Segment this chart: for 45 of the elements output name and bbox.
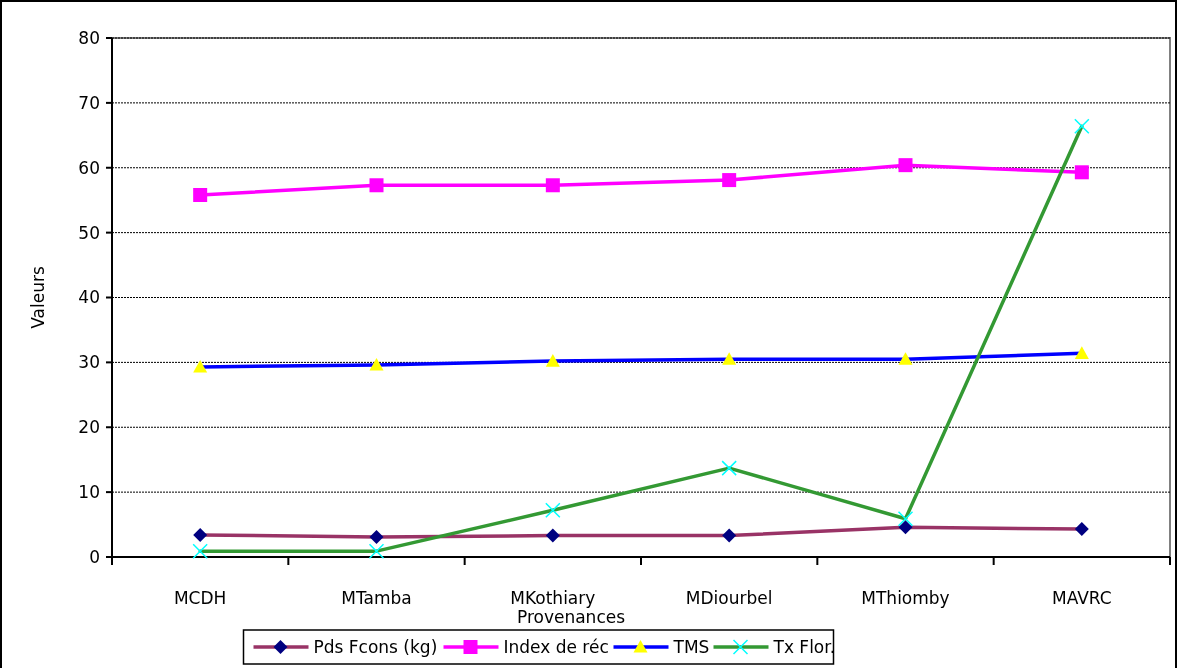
y-tick-label: 40	[78, 287, 100, 308]
point	[369, 357, 384, 371]
y-axis-title: Valeurs	[28, 266, 48, 329]
point	[1074, 346, 1089, 359]
y-tick-label: 80	[78, 27, 100, 48]
x-tick-label: MKothiary	[510, 588, 596, 608]
point	[897, 510, 914, 527]
point	[193, 188, 208, 202]
x-tick-label: MTamba	[341, 588, 412, 608]
point	[721, 460, 737, 476]
y-tick-label: 20	[78, 417, 100, 438]
point	[193, 359, 208, 373]
x-tick-label: MAVRC	[1051, 588, 1112, 608]
y-tick-label: 0	[89, 546, 100, 567]
point	[369, 178, 384, 193]
point	[193, 527, 208, 542]
point	[1074, 165, 1089, 180]
point	[1074, 118, 1090, 134]
y-tick-label: 70	[78, 92, 100, 113]
x-tick-label: MDiourbel	[685, 588, 773, 608]
point	[722, 173, 737, 188]
point	[369, 529, 384, 544]
point	[898, 352, 913, 365]
point	[545, 178, 560, 193]
legend-label: Tx Flor.	[772, 636, 836, 657]
point	[898, 158, 913, 173]
x-tick-label: MCDH	[173, 588, 227, 608]
legend-label: TMS	[672, 636, 710, 657]
x-axis-title: Provenances	[516, 607, 626, 627]
point	[368, 543, 385, 559]
x-tick-label: MThiomby	[861, 588, 950, 608]
y-tick-label: 60	[78, 157, 100, 178]
y-tick-label: 50	[78, 222, 100, 243]
point	[192, 543, 208, 559]
point	[545, 354, 560, 367]
y-tick-label: 30	[78, 352, 100, 373]
point	[1074, 522, 1089, 537]
point	[898, 520, 913, 535]
y-tick-label: 10	[78, 482, 100, 503]
point	[722, 352, 737, 365]
point	[545, 502, 561, 519]
point	[722, 528, 737, 543]
legend-label: Pds Fcons (kg)	[313, 636, 438, 657]
point	[545, 528, 560, 543]
legend-label: Index de réc	[503, 636, 609, 657]
